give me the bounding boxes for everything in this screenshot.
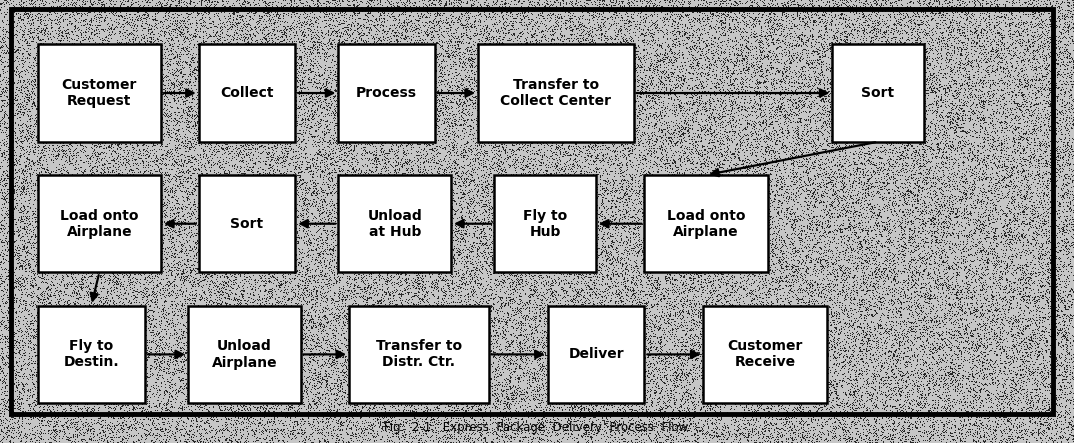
Text: Sort: Sort [231,217,263,231]
Bar [703,306,827,403]
Bar [478,44,634,142]
Bar [644,175,768,272]
Bar [548,306,644,403]
Text: Load onto
Airplane: Load onto Airplane [667,209,745,239]
Text: Transfer to
Collect Center: Transfer to Collect Center [500,78,611,108]
Text: Customer
Request: Customer Request [61,78,137,108]
Text: Load onto
Airplane: Load onto Airplane [60,209,139,239]
Text: Deliver: Deliver [568,347,624,361]
Text: Unload
at Hub: Unload at Hub [367,209,422,239]
Text: Customer
Receive: Customer Receive [727,339,803,369]
Bar [199,44,295,142]
Text: Fly to
Destin.: Fly to Destin. [63,339,119,369]
Bar [832,44,924,142]
Bar [199,175,295,272]
Text: Fig.  2-1:  Express  Package  Delivery  Process  Flow.: Fig. 2-1: Express Package Delivery Proce… [383,421,691,434]
Bar [494,175,596,272]
Text: Collect: Collect [220,86,274,100]
Bar [338,175,451,272]
Bar [188,306,301,403]
Text: Transfer to
Distr. Ctr.: Transfer to Distr. Ctr. [376,339,462,369]
Bar [38,306,145,403]
Bar [38,175,161,272]
Text: Fly to
Hub: Fly to Hub [523,209,567,239]
Bar [349,306,489,403]
Text: Unload
Airplane: Unload Airplane [212,339,277,369]
Bar [338,44,435,142]
Text: Process: Process [357,86,417,100]
Bar [38,44,161,142]
Text: Sort: Sort [861,86,895,100]
